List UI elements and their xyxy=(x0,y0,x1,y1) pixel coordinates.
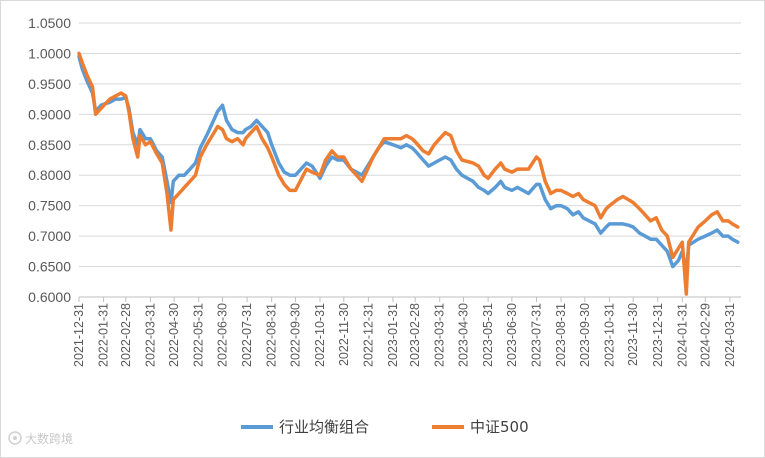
y-tick-label: 0.6000 xyxy=(28,289,71,305)
x-tick-label: 2023-07-31 xyxy=(529,303,543,367)
y-tick-label: 0.7000 xyxy=(28,228,71,244)
legend: 行业均衡组合 中证500 xyxy=(241,418,529,436)
x-tick-label: 2023-04-30 xyxy=(457,303,471,367)
watermark-logo-icon xyxy=(8,431,22,445)
y-tick-label: 0.6500 xyxy=(28,259,71,275)
x-tick-label: 2022-01-31 xyxy=(97,303,111,367)
x-tick-label: 2022-06-30 xyxy=(215,303,229,367)
x-tick-label: 2023-10-31 xyxy=(602,303,616,367)
x-tick-label: 2024-01-31 xyxy=(675,303,689,367)
x-tick-label: 2023-02-28 xyxy=(408,303,422,367)
x-tick-labels: 2021-12-31 2022-01-31 2022-02-28 2022-03-31… xyxy=(72,303,737,367)
y-tick-label: 0.9500 xyxy=(28,76,71,92)
x-tick-label: 2023-08-31 xyxy=(554,303,568,367)
x-tick-label: 2022-08-31 xyxy=(265,303,279,367)
x-tick-label: 2022-02-28 xyxy=(119,303,133,367)
x-tick-label: 2022-11-30 xyxy=(337,303,351,366)
y-tick-label: 1.0000 xyxy=(28,45,71,61)
x-tick-label: 2022-10-31 xyxy=(313,303,327,367)
x-tick-label: 2022-05-31 xyxy=(192,303,206,367)
x-tick-label: 2022-09-30 xyxy=(288,303,302,367)
legend-label-series-2: 中证500 xyxy=(470,418,529,436)
y-tick-label: 0.8000 xyxy=(28,167,71,183)
x-tick-label: 2022-07-31 xyxy=(240,303,254,367)
y-tick-label: 0.7500 xyxy=(28,198,71,214)
series-layer xyxy=(77,51,740,296)
x-tick-label: 2022-12-31 xyxy=(361,303,375,367)
y-tick-label: 1.0500 xyxy=(28,15,71,31)
x-tick-label: 2023-11-30 xyxy=(626,303,640,366)
y-tick-label: 0.9000 xyxy=(28,106,71,122)
x-tick-label: 2024-02-29 xyxy=(698,303,712,367)
x-tick-label: 2022-03-31 xyxy=(143,303,157,367)
watermark-text: 大数跨境 xyxy=(25,431,73,446)
x-tick-label: 2023-05-31 xyxy=(481,303,495,367)
x-tick-label: 2022-04-30 xyxy=(167,303,181,367)
x-tick-label: 2023-03-31 xyxy=(433,303,447,367)
x-tick-label: 2021-12-31 xyxy=(72,303,86,367)
series-line-1 xyxy=(77,54,740,275)
x-tick-label: 2023-12-31 xyxy=(651,303,665,367)
legend-label-series-1: 行业均衡组合 xyxy=(279,418,369,436)
axis-layer: 0.6000 0.6500 0.7000 0.7500 0.8000 0.8500 0.90… xyxy=(28,15,741,305)
x-tick-label: 2023-01-31 xyxy=(386,303,400,367)
x-tick-label: 2023-09-30 xyxy=(578,303,592,367)
series-line-2 xyxy=(77,51,740,296)
x-tick-label: 2024-03-31 xyxy=(723,303,737,367)
watermark: 大数跨境 xyxy=(8,431,73,446)
y-tick-label: 0.8500 xyxy=(28,137,71,153)
watermark-logo-icon-inner xyxy=(13,436,17,440)
x-tick-label: 2023-06-30 xyxy=(505,303,519,367)
